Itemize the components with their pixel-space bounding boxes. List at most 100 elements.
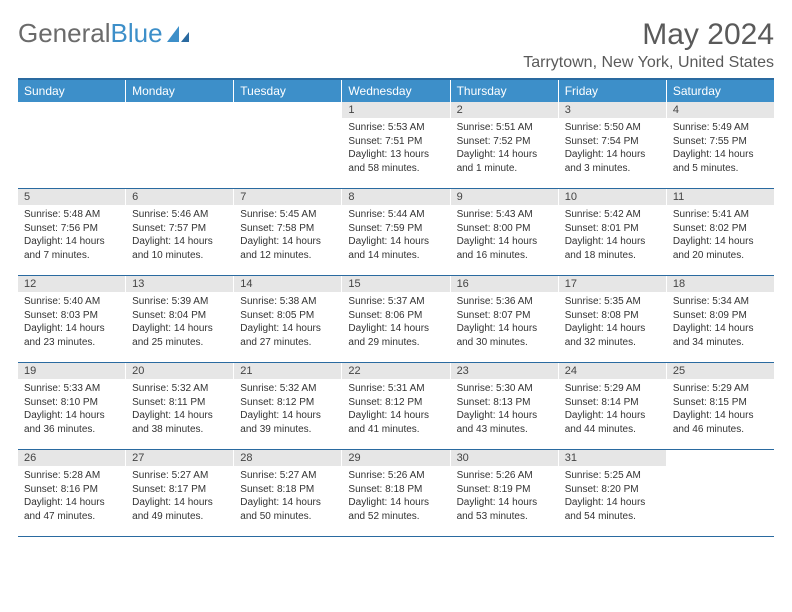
sunset-text: Sunset: 8:11 PM [132, 396, 227, 410]
day-body: Sunrise: 5:51 AMSunset: 7:52 PMDaylight:… [451, 118, 558, 179]
day-body: Sunrise: 5:49 AMSunset: 7:55 PMDaylight:… [667, 118, 774, 179]
daylight-text: Daylight: 14 hours and 12 minutes. [240, 235, 335, 262]
day-number: 2 [451, 102, 558, 118]
day-body: Sunrise: 5:26 AMSunset: 8:18 PMDaylight:… [342, 466, 449, 527]
day-body: Sunrise: 5:27 AMSunset: 8:18 PMDaylight:… [234, 466, 341, 527]
day-body: Sunrise: 5:46 AMSunset: 7:57 PMDaylight:… [126, 205, 233, 266]
weekday-header: Thursday [451, 80, 559, 102]
logo-text-blue: Blue [111, 18, 163, 49]
sunrise-text: Sunrise: 5:25 AM [565, 469, 660, 483]
sunrise-text: Sunrise: 5:41 AM [673, 208, 768, 222]
weekday-header: Friday [559, 80, 667, 102]
day-number: 24 [559, 363, 666, 379]
sunrise-text: Sunrise: 5:27 AM [132, 469, 227, 483]
day-number: 31 [559, 450, 666, 466]
logo-text-gray: General [18, 18, 111, 49]
day-cell: 26Sunrise: 5:28 AMSunset: 8:16 PMDayligh… [18, 450, 126, 536]
day-cell: 1Sunrise: 5:53 AMSunset: 7:51 PMDaylight… [342, 102, 450, 188]
sunrise-text: Sunrise: 5:53 AM [348, 121, 443, 135]
sunset-text: Sunset: 7:59 PM [348, 222, 443, 236]
sunset-text: Sunset: 8:16 PM [24, 483, 119, 497]
daylight-text: Daylight: 14 hours and 25 minutes. [132, 322, 227, 349]
daylight-text: Daylight: 14 hours and 18 minutes. [565, 235, 660, 262]
weekday-header: Saturday [667, 80, 774, 102]
day-number: 18 [667, 276, 774, 292]
daylight-text: Daylight: 14 hours and 34 minutes. [673, 322, 768, 349]
daylight-text: Daylight: 14 hours and 7 minutes. [24, 235, 119, 262]
day-number: 11 [667, 189, 774, 205]
day-number: 12 [18, 276, 125, 292]
sunrise-text: Sunrise: 5:29 AM [565, 382, 660, 396]
day-cell: 11Sunrise: 5:41 AMSunset: 8:02 PMDayligh… [667, 189, 774, 275]
daylight-text: Daylight: 14 hours and 50 minutes. [240, 496, 335, 523]
day-cell: 3Sunrise: 5:50 AMSunset: 7:54 PMDaylight… [559, 102, 667, 188]
day-number: 29 [342, 450, 449, 466]
day-number: 7 [234, 189, 341, 205]
daylight-text: Daylight: 14 hours and 46 minutes. [673, 409, 768, 436]
day-body: Sunrise: 5:45 AMSunset: 7:58 PMDaylight:… [234, 205, 341, 266]
daylight-text: Daylight: 14 hours and 20 minutes. [673, 235, 768, 262]
sunrise-text: Sunrise: 5:40 AM [24, 295, 119, 309]
day-number: 23 [451, 363, 558, 379]
sunset-text: Sunset: 8:18 PM [348, 483, 443, 497]
sunset-text: Sunset: 7:56 PM [24, 222, 119, 236]
day-number: 28 [234, 450, 341, 466]
sunset-text: Sunset: 8:09 PM [673, 309, 768, 323]
sunrise-text: Sunrise: 5:27 AM [240, 469, 335, 483]
daylight-text: Daylight: 14 hours and 53 minutes. [457, 496, 552, 523]
day-number: 26 [18, 450, 125, 466]
day-cell: 23Sunrise: 5:30 AMSunset: 8:13 PMDayligh… [451, 363, 559, 449]
sunrise-text: Sunrise: 5:32 AM [132, 382, 227, 396]
day-number: 6 [126, 189, 233, 205]
logo-sail-icon [165, 24, 191, 44]
day-body: Sunrise: 5:37 AMSunset: 8:06 PMDaylight:… [342, 292, 449, 353]
sunrise-text: Sunrise: 5:42 AM [565, 208, 660, 222]
day-body: Sunrise: 5:35 AMSunset: 8:08 PMDaylight:… [559, 292, 666, 353]
sunrise-text: Sunrise: 5:44 AM [348, 208, 443, 222]
logo: GeneralBlue [18, 18, 191, 49]
sunrise-text: Sunrise: 5:30 AM [457, 382, 552, 396]
sunrise-text: Sunrise: 5:35 AM [565, 295, 660, 309]
day-cell: 17Sunrise: 5:35 AMSunset: 8:08 PMDayligh… [559, 276, 667, 362]
daylight-text: Daylight: 14 hours and 30 minutes. [457, 322, 552, 349]
day-body: Sunrise: 5:43 AMSunset: 8:00 PMDaylight:… [451, 205, 558, 266]
day-number: 10 [559, 189, 666, 205]
calendar-page: GeneralBlue May 2024 Tarrytown, New York… [0, 0, 792, 537]
day-body: Sunrise: 5:39 AMSunset: 8:04 PMDaylight:… [126, 292, 233, 353]
daylight-text: Daylight: 14 hours and 14 minutes. [348, 235, 443, 262]
day-cell: 24Sunrise: 5:29 AMSunset: 8:14 PMDayligh… [559, 363, 667, 449]
sunrise-text: Sunrise: 5:45 AM [240, 208, 335, 222]
day-body: Sunrise: 5:27 AMSunset: 8:17 PMDaylight:… [126, 466, 233, 527]
day-number: 20 [126, 363, 233, 379]
month-title: May 2024 [523, 18, 774, 52]
day-cell: 28Sunrise: 5:27 AMSunset: 8:18 PMDayligh… [234, 450, 342, 536]
daylight-text: Daylight: 14 hours and 1 minute. [457, 148, 552, 175]
day-number: 16 [451, 276, 558, 292]
week-row: 19Sunrise: 5:33 AMSunset: 8:10 PMDayligh… [18, 363, 774, 450]
day-number: 15 [342, 276, 449, 292]
sunset-text: Sunset: 7:57 PM [132, 222, 227, 236]
day-cell: 9Sunrise: 5:43 AMSunset: 8:00 PMDaylight… [451, 189, 559, 275]
weekday-header: Monday [126, 80, 234, 102]
sunset-text: Sunset: 8:07 PM [457, 309, 552, 323]
sunset-text: Sunset: 8:20 PM [565, 483, 660, 497]
day-cell: 22Sunrise: 5:31 AMSunset: 8:12 PMDayligh… [342, 363, 450, 449]
day-cell: 31 Sunrise: 5:25 AMSunset: 8:20 PMDayligh… [559, 450, 667, 536]
day-cell: 7Sunrise: 5:45 AMSunset: 7:58 PMDaylight… [234, 189, 342, 275]
sunset-text: Sunset: 7:55 PM [673, 135, 768, 149]
day-cell: 25Sunrise: 5:29 AMSunset: 8:15 PMDayligh… [667, 363, 774, 449]
day-cell: 19Sunrise: 5:33 AMSunset: 8:10 PMDayligh… [18, 363, 126, 449]
day-body: Sunrise: 5:26 AMSunset: 8:19 PMDaylight:… [451, 466, 558, 527]
weekday-header: Sunday [18, 80, 126, 102]
daylight-text: Daylight: 14 hours and 54 minutes. [565, 496, 660, 523]
day-body: Sunrise: 5:48 AMSunset: 7:56 PMDaylight:… [18, 205, 125, 266]
day-number: 1 [342, 102, 449, 118]
sunset-text: Sunset: 8:08 PM [565, 309, 660, 323]
sunrise-text: Sunrise: 5:48 AM [24, 208, 119, 222]
day-body: Sunrise: 5:32 AMSunset: 8:12 PMDaylight:… [234, 379, 341, 440]
day-body: Sunrise: 5:33 AMSunset: 8:10 PMDaylight:… [18, 379, 125, 440]
day-cell: 13Sunrise: 5:39 AMSunset: 8:04 PMDayligh… [126, 276, 234, 362]
sunrise-text: Sunrise: 5:28 AM [24, 469, 119, 483]
sunset-text: Sunset: 7:52 PM [457, 135, 552, 149]
day-number: 27 [126, 450, 233, 466]
